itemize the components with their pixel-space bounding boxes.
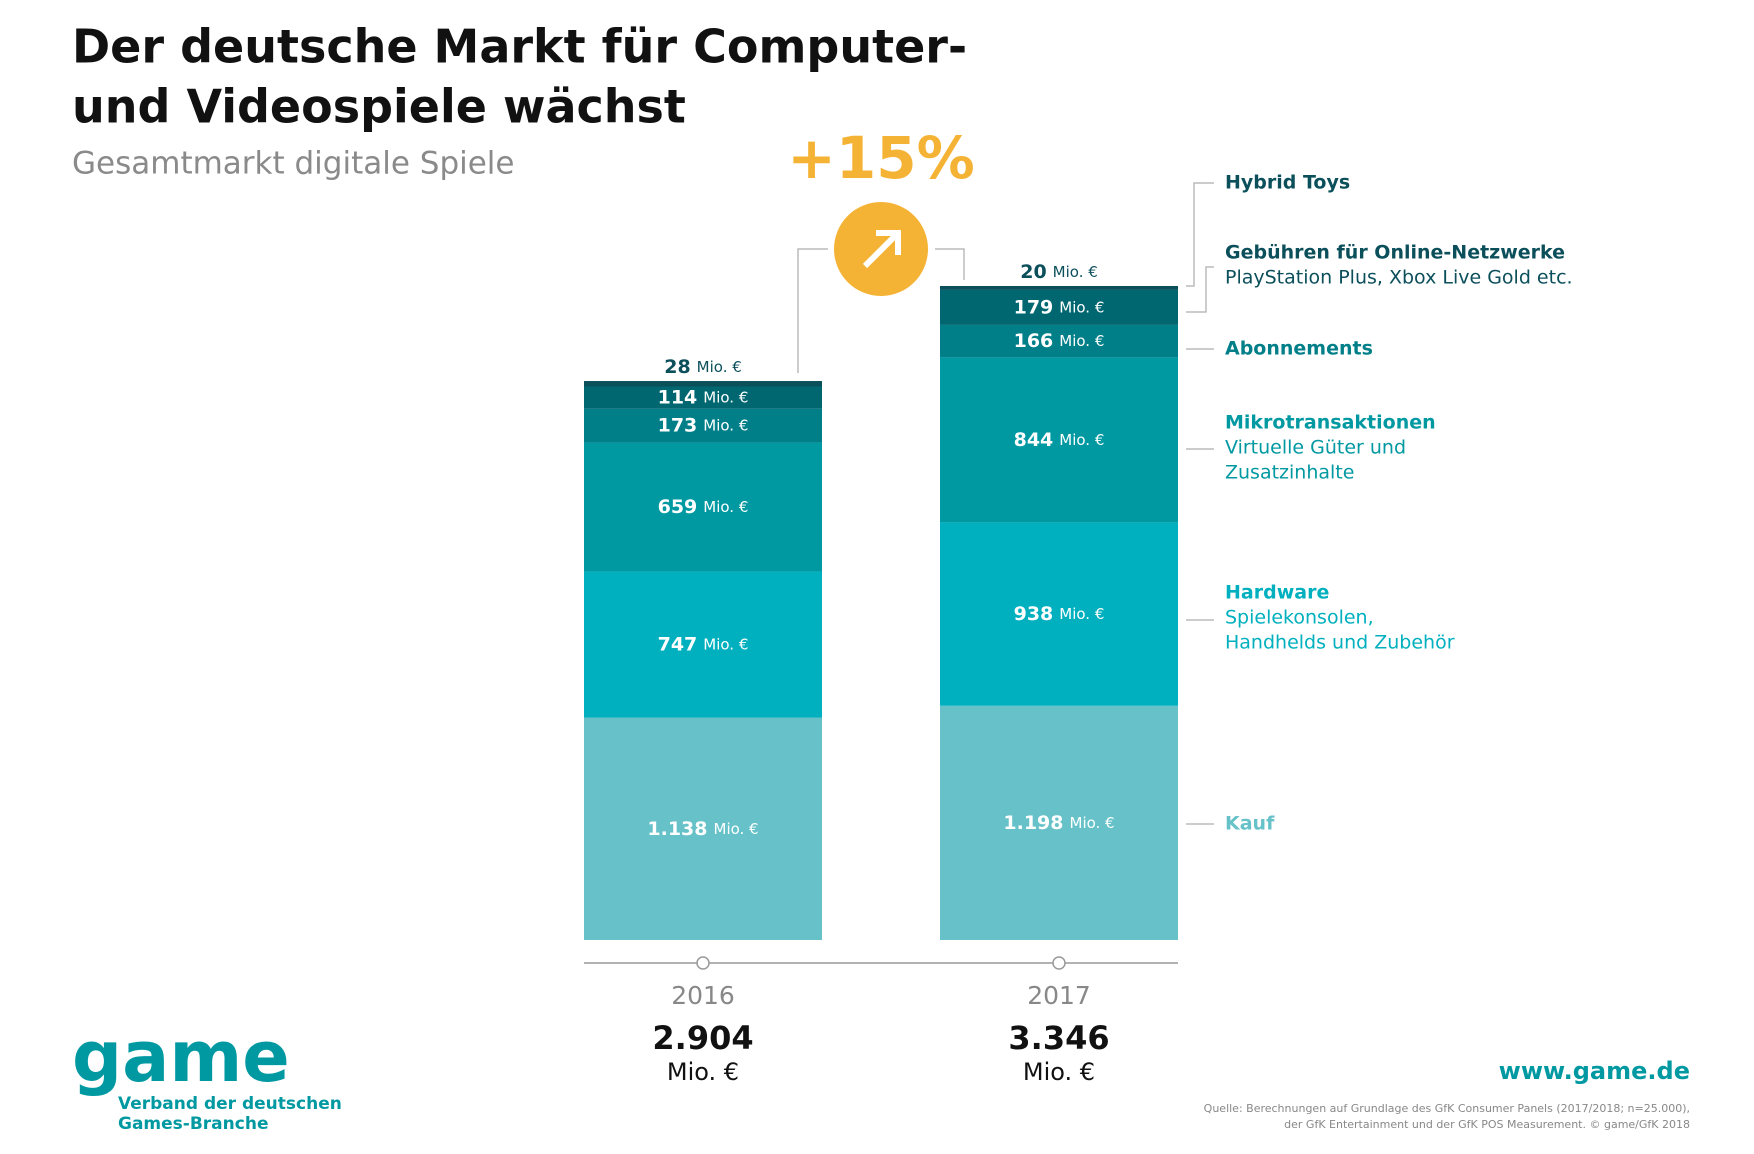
value-number: 747	[658, 633, 698, 655]
value-unit: Mio. €	[1059, 332, 1104, 350]
bar-segment	[940, 357, 1178, 523]
bar-segment	[584, 442, 822, 572]
value-unit: Mio. €	[1053, 263, 1098, 281]
legend-description: PlayStation Plus, Xbox Live Gold etc.	[1225, 267, 1573, 289]
x-tick-label: 2017	[1027, 981, 1091, 1010]
value-unit: Mio. €	[703, 388, 748, 406]
logo-subtitle: Verband der deutschen	[118, 1094, 342, 1114]
value-label: 166 Mio. €	[1014, 330, 1105, 352]
logo-subtitle: Games-Branche	[118, 1114, 268, 1134]
legend-label: Hardware	[1225, 582, 1329, 604]
value-label: 179 Mio. €	[1014, 296, 1105, 318]
bar-segment	[940, 289, 1178, 325]
value-number: 844	[1014, 428, 1054, 450]
bar-segment	[584, 571, 822, 718]
value-number: 659	[658, 496, 698, 518]
value-number: 20	[1020, 261, 1046, 283]
value-label: 844 Mio. €	[1014, 428, 1105, 450]
value-label: 747 Mio. €	[658, 633, 749, 655]
value-label: 114 Mio. €	[658, 386, 749, 408]
legend-label: Kauf	[1225, 813, 1275, 835]
total-label: 3.346	[1008, 1019, 1109, 1057]
legend-description: Virtuelle Güter und	[1225, 437, 1406, 459]
value-label: 659 Mio. €	[658, 496, 749, 518]
value-unit: Mio. €	[1059, 430, 1104, 448]
value-unit: Mio. €	[714, 819, 759, 837]
website: www.game.de	[1499, 1057, 1690, 1085]
value-unit: Mio. €	[697, 358, 742, 376]
bar-segment	[584, 717, 822, 940]
chart-subtitle: Gesamtmarkt digitale Spiele	[72, 146, 515, 182]
axis-dot	[696, 956, 710, 970]
value-unit: Mio. €	[1070, 813, 1115, 831]
legend-leader	[1186, 266, 1214, 313]
bar-segment	[940, 324, 1178, 358]
value-number: 28	[664, 356, 690, 378]
legend-label: Mikrotransaktionen	[1225, 412, 1436, 434]
value-unit: Mio. €	[703, 416, 748, 434]
legend-description: Spielekonsolen,	[1225, 607, 1374, 629]
legend-label: Abonnements	[1225, 338, 1373, 360]
value-label: 20 Mio. €	[1020, 261, 1098, 283]
bar-segment	[584, 408, 822, 443]
chart-title: und Videospiele wächst	[72, 80, 686, 134]
value-number: 173	[658, 414, 698, 436]
chart-title: Der deutsche Markt für Computer-	[72, 20, 967, 74]
axis-dot	[1052, 956, 1066, 970]
bar-segment	[940, 705, 1178, 940]
bar-segment	[584, 381, 822, 387]
source: der GfK Entertainment und der GfK POS Me…	[1284, 1118, 1690, 1131]
value-unit: Mio. €	[1059, 605, 1104, 623]
value-label: 1.198 Mio. €	[1003, 811, 1114, 833]
value-number: 938	[1014, 603, 1054, 625]
value-number: 1.138	[647, 817, 707, 839]
total-unit: Mio. €	[667, 1058, 739, 1086]
value-number: 179	[1014, 296, 1054, 318]
legend-label: Gebühren für Online-Netzwerke	[1225, 242, 1565, 264]
value-number: 114	[658, 386, 698, 408]
connector	[935, 248, 965, 280]
value-label: 938 Mio. €	[1014, 603, 1105, 625]
total-unit: Mio. €	[1023, 1058, 1095, 1086]
value-label: 28 Mio. €	[664, 356, 742, 378]
legend-leader	[1186, 182, 1214, 287]
value-number: 1.198	[1003, 811, 1063, 833]
x-tick-label: 2016	[671, 981, 735, 1010]
value-unit: Mio. €	[703, 498, 748, 516]
source: Quelle: Berechnungen auf Grundlage des G…	[1204, 1102, 1690, 1115]
connector	[797, 248, 828, 373]
value-label: 173 Mio. €	[658, 414, 749, 436]
bar-segment	[940, 286, 1178, 290]
logo: game	[72, 1016, 290, 1098]
value-number: 166	[1014, 330, 1054, 352]
legend-description: Zusatzinhalte	[1225, 462, 1354, 484]
growth-arrow	[862, 230, 901, 269]
total-label: 2.904	[652, 1019, 753, 1057]
growth-label: +15%	[787, 124, 974, 192]
legend-description: Handhelds und Zubehör	[1225, 632, 1455, 654]
value-unit: Mio. €	[703, 635, 748, 653]
bar-segment	[584, 386, 822, 409]
value-label: 1.138 Mio. €	[647, 817, 758, 839]
value-unit: Mio. €	[1059, 298, 1104, 316]
legend-label: Hybrid Toys	[1225, 172, 1350, 194]
bar-segment	[940, 522, 1178, 706]
